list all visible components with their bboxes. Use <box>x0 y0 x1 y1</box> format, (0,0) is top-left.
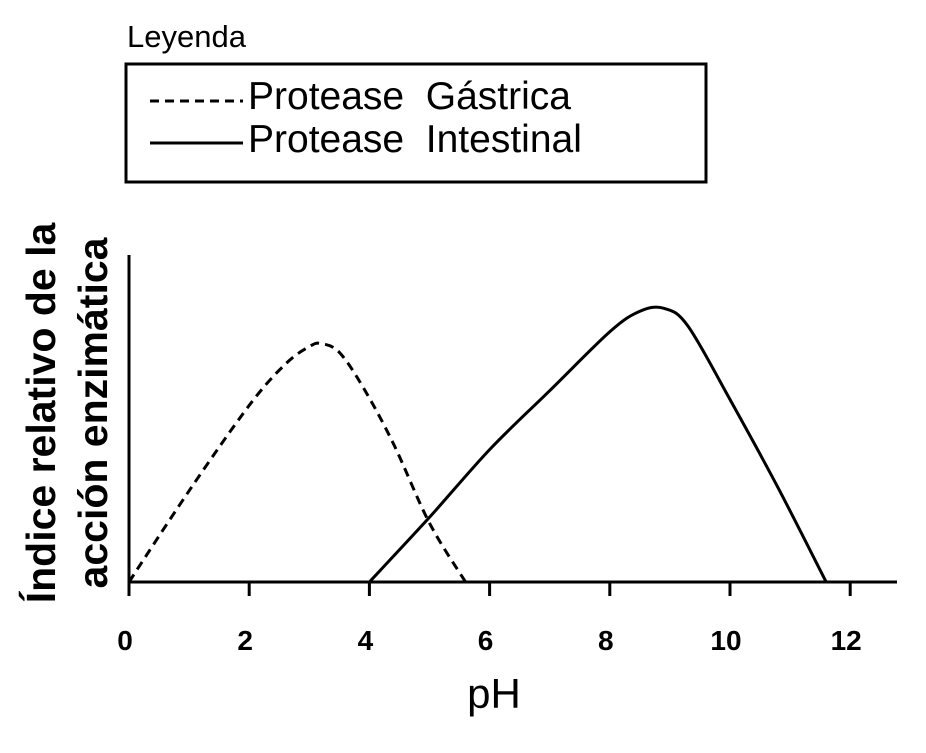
series-line-intestinal <box>368 305 828 584</box>
x-axis-title: pH <box>467 670 521 717</box>
legend-label-intestinal: Protease Intestinal <box>248 118 582 161</box>
x-tick-label: 4 <box>358 625 374 656</box>
x-tick-label: 10 <box>710 625 741 656</box>
x-ticks: 0 2 4 6 8 10 12 <box>117 582 862 656</box>
y-axis-title-line-1: Índice relativo de la <box>18 222 64 604</box>
series-line-gastrica <box>127 341 467 583</box>
x-tick-label: 0 <box>117 625 133 656</box>
legend-title: Leyenda <box>127 19 247 54</box>
legend: Leyenda Protease Gástrica Protease Intes… <box>124 19 708 184</box>
legend-label-gastrica: Protease Gástrica <box>248 75 571 118</box>
legend-box <box>124 62 708 184</box>
x-tick-label: 2 <box>237 625 253 656</box>
y-axis-title-line-2: acción enzimática <box>70 236 116 588</box>
x-tick-label: 8 <box>598 625 614 656</box>
y-axis-title: Índice relativo de la acción enzimática <box>18 222 116 604</box>
x-tick-label: 12 <box>831 625 862 656</box>
x-tick-label: 6 <box>478 625 494 656</box>
series-layer <box>127 305 828 584</box>
